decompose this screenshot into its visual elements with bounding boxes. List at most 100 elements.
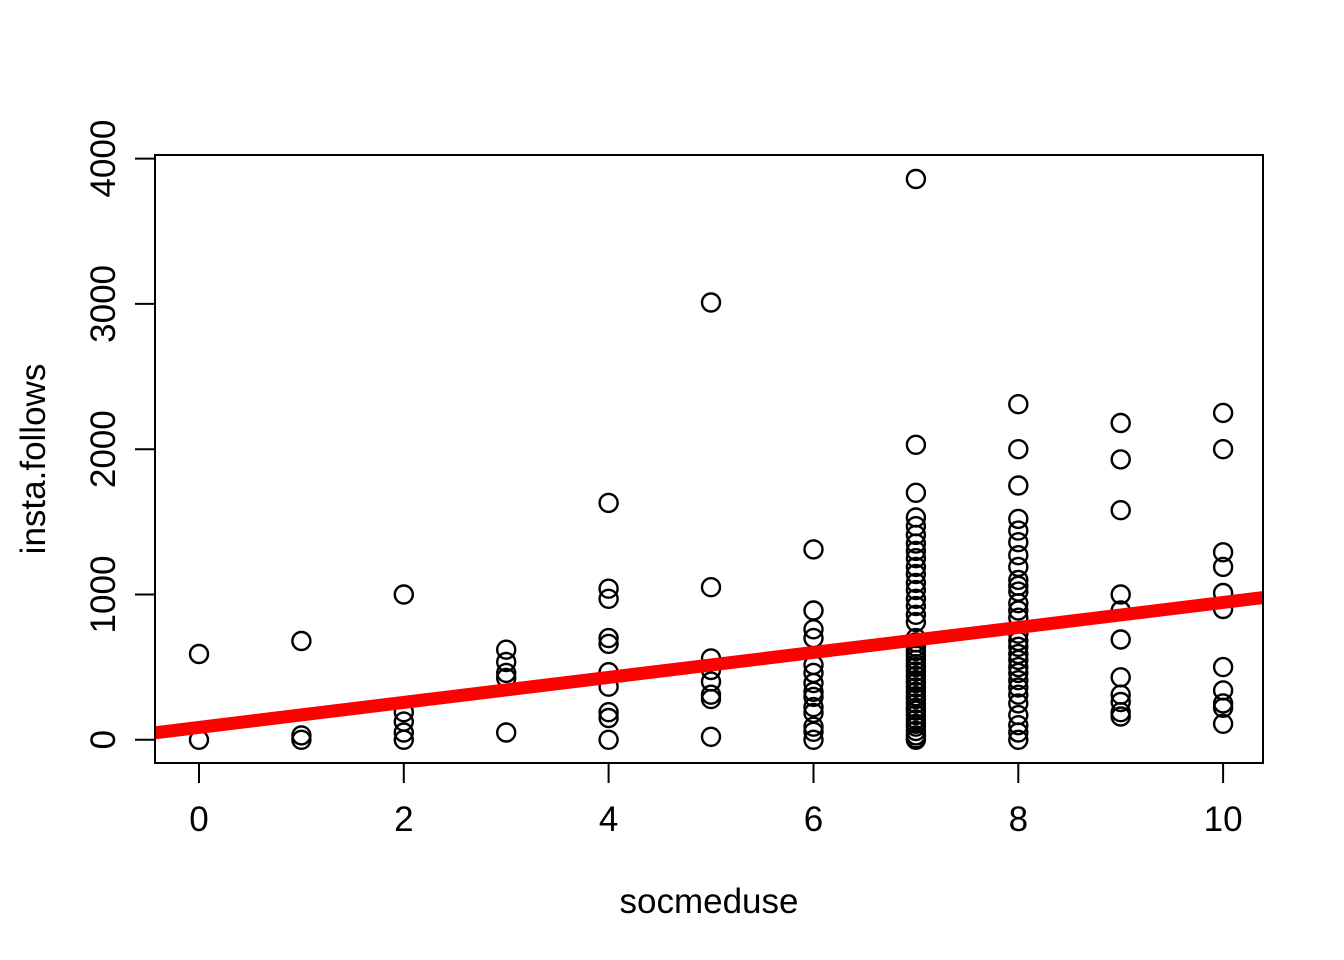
data-point <box>496 662 517 684</box>
data-point <box>1212 656 1234 678</box>
plot-border <box>154 154 1264 764</box>
data-point <box>1008 545 1029 566</box>
data-point <box>393 729 414 750</box>
x-tick-label: 0 <box>189 800 208 839</box>
data-point <box>1212 697 1234 718</box>
data-point <box>700 726 722 747</box>
data-point <box>1008 670 1029 691</box>
data-point <box>598 702 619 723</box>
data-point <box>598 588 619 609</box>
data-point <box>1008 600 1029 621</box>
data-point <box>905 595 927 617</box>
data-point <box>1110 702 1131 723</box>
data-point <box>905 533 927 554</box>
data-point <box>1008 729 1029 750</box>
data-point <box>1110 629 1131 650</box>
x-tick-label: 2 <box>394 800 413 839</box>
data-point <box>905 604 927 625</box>
data-point <box>188 643 210 665</box>
data-point <box>1008 715 1029 736</box>
data-point <box>598 707 619 729</box>
data-point <box>1110 584 1131 605</box>
data-point <box>291 729 312 750</box>
data-point <box>905 729 927 750</box>
data-point <box>598 578 619 599</box>
data-point <box>1110 500 1131 521</box>
data-point <box>803 716 824 737</box>
data-point <box>905 482 927 503</box>
data-point <box>803 681 824 702</box>
data-point <box>1008 593 1029 614</box>
data-point <box>1212 542 1234 563</box>
data-point <box>1110 691 1131 713</box>
y-tick-label: 3000 <box>84 265 123 343</box>
data-point <box>496 651 517 673</box>
data-point <box>905 540 927 562</box>
data-point <box>905 168 927 190</box>
data-point <box>1212 402 1234 424</box>
data-point <box>1110 667 1131 688</box>
data-point <box>905 548 927 569</box>
data-point <box>1008 649 1029 671</box>
y-tick-label: 2000 <box>84 410 123 488</box>
data-point <box>598 729 619 750</box>
x-axis-title: socmeduse <box>620 882 799 921</box>
data-point <box>1008 662 1029 684</box>
data-point <box>1008 656 1029 678</box>
data-point <box>1008 439 1029 460</box>
x-tick-label: 10 <box>1204 800 1243 839</box>
data-point <box>700 577 722 598</box>
data-point <box>905 556 927 578</box>
data-point <box>905 434 927 455</box>
data-point <box>1212 693 1234 714</box>
data-point <box>1008 677 1029 698</box>
y-tick-label: 1000 <box>84 556 123 634</box>
data-point <box>1008 508 1029 530</box>
y-tick-label: 4000 <box>84 120 123 198</box>
data-point <box>1110 412 1131 434</box>
data-point <box>700 688 722 710</box>
data-point <box>803 672 824 694</box>
data-point <box>803 539 824 560</box>
data-point <box>1008 684 1029 705</box>
data-point <box>905 563 927 585</box>
data-point <box>598 633 619 655</box>
data-point <box>700 292 722 313</box>
data-point <box>1212 439 1234 460</box>
data-point <box>393 584 414 605</box>
data-point <box>1008 394 1029 415</box>
y-tick-label: 0 <box>84 730 123 749</box>
regression-line <box>154 591 1264 740</box>
data-point <box>803 619 824 640</box>
data-point <box>905 572 927 594</box>
data-point <box>803 600 824 621</box>
x-tick-label: 4 <box>599 800 618 839</box>
data-point <box>1008 532 1029 553</box>
data-point <box>1008 569 1029 591</box>
data-point <box>598 627 619 649</box>
data-point <box>700 684 722 705</box>
data-point <box>1008 693 1029 714</box>
data-point <box>803 729 824 750</box>
data-point <box>393 722 414 743</box>
data-point <box>1212 556 1234 578</box>
data-point <box>1212 713 1234 734</box>
data-point <box>291 725 312 746</box>
data-point <box>803 696 824 718</box>
data-point <box>1110 706 1131 727</box>
data-point <box>803 721 824 742</box>
data-point <box>905 524 927 546</box>
x-tick-label: 8 <box>1009 800 1028 839</box>
data-point <box>1008 722 1029 743</box>
data-point <box>905 588 927 609</box>
data-point <box>1008 636 1029 657</box>
data-point <box>1008 520 1029 541</box>
data-point <box>291 630 312 652</box>
data-point <box>1008 475 1029 496</box>
data-point <box>803 686 824 708</box>
data-point <box>496 639 517 660</box>
y-axis-title: insta.follows <box>14 364 53 555</box>
data-point <box>905 579 927 601</box>
